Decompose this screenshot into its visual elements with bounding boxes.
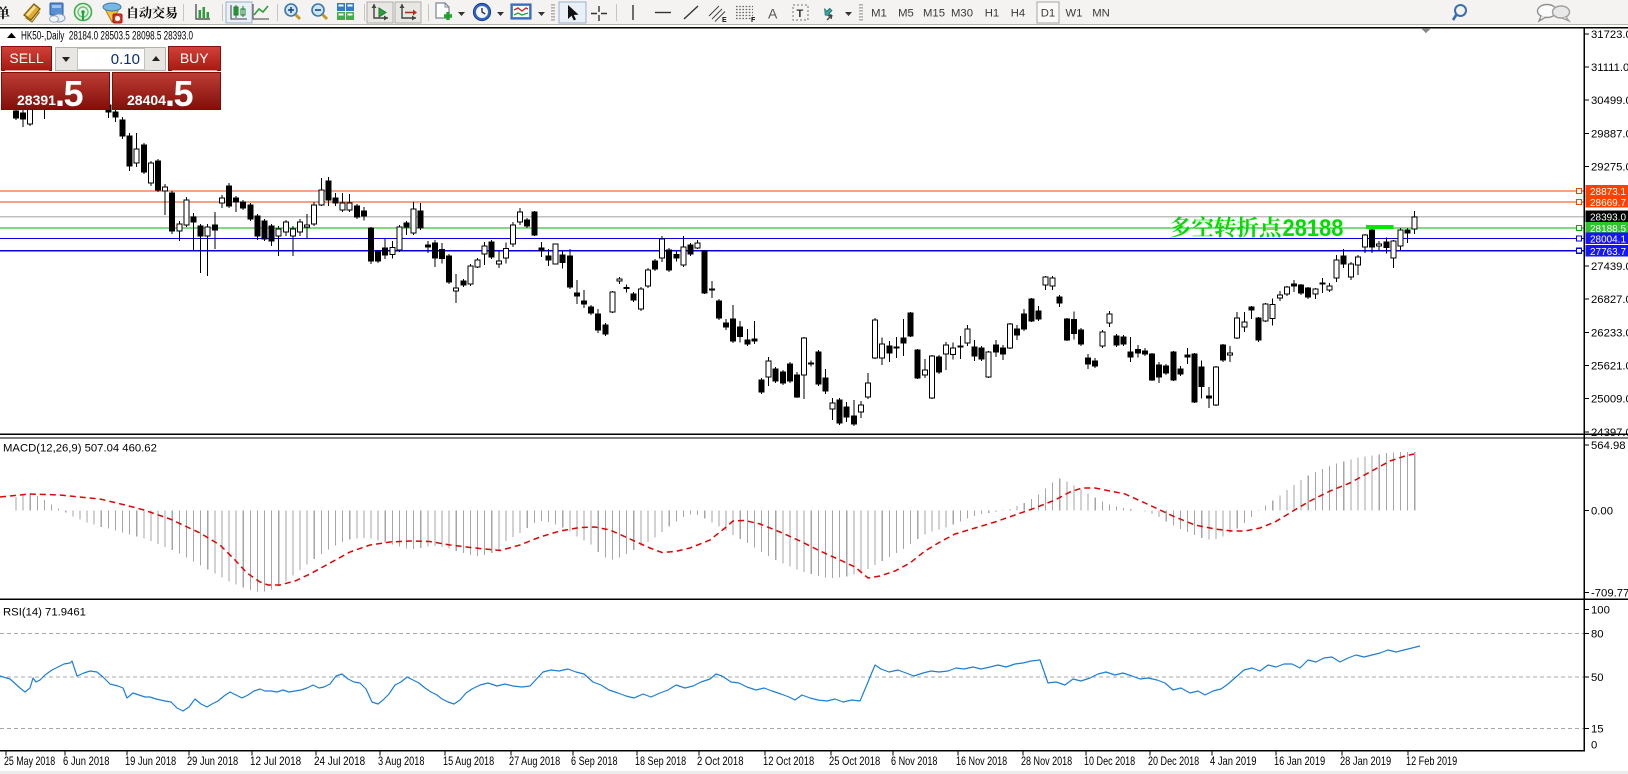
svg-text:25009.0: 25009.0	[1591, 394, 1628, 406]
svg-text:27763.7: 27763.7	[1590, 246, 1626, 258]
svg-text:M30: M30	[951, 8, 973, 20]
svg-text:25 May 2018: 25 May 2018	[4, 754, 55, 768]
svg-text:0: 0	[1591, 740, 1597, 752]
svg-text:10 Dec 2018: 10 Dec 2018	[1084, 754, 1135, 768]
svg-text:M15: M15	[923, 8, 945, 20]
svg-text:D1: D1	[1041, 8, 1055, 20]
svg-text:25621.0: 25621.0	[1591, 361, 1628, 373]
svg-text:W1: W1	[1066, 8, 1083, 20]
svg-text:F: F	[751, 17, 756, 24]
svg-text:H4: H4	[1011, 8, 1025, 20]
svg-text:16 Jan 2019: 16 Jan 2019	[1274, 754, 1325, 768]
svg-text:6 Jun 2018: 6 Jun 2018	[63, 754, 110, 768]
svg-text:E: E	[722, 17, 727, 24]
svg-text:0.00: 0.00	[1591, 506, 1613, 518]
svg-text:28 Jan 2019: 28 Jan 2019	[1340, 754, 1391, 768]
svg-text:MACD(12,26,9) 507.04 460.62: MACD(12,26,9) 507.04 460.62	[3, 443, 157, 455]
svg-text:26233.0: 26233.0	[1591, 327, 1628, 339]
svg-text:80: 80	[1591, 628, 1604, 640]
svg-text:564.98: 564.98	[1591, 440, 1626, 452]
svg-text:31723.0: 31723.0	[1591, 29, 1628, 41]
svg-text:6 Sep 2018: 6 Sep 2018	[571, 754, 618, 768]
svg-text:28188: 28188	[1283, 215, 1344, 242]
svg-text:27 Aug 2018: 27 Aug 2018	[509, 754, 560, 768]
svg-text:A: A	[768, 6, 778, 22]
svg-text:28873.1: 28873.1	[1590, 186, 1626, 198]
svg-text:26827.0: 26827.0	[1591, 294, 1628, 306]
svg-text:3 Aug 2018: 3 Aug 2018	[378, 754, 425, 768]
svg-text:24397.0: 24397.0	[1591, 427, 1628, 439]
svg-text:H1: H1	[985, 8, 999, 20]
svg-text:31111.0: 31111.0	[1591, 62, 1628, 74]
svg-text:6 Nov 2018: 6 Nov 2018	[891, 754, 938, 768]
svg-text:15 Aug 2018: 15 Aug 2018	[443, 754, 494, 768]
svg-text:M5: M5	[898, 8, 914, 20]
svg-text:4 Jan 2019: 4 Jan 2019	[1210, 754, 1257, 768]
svg-text:12 Oct 2018: 12 Oct 2018	[763, 754, 814, 768]
svg-text:T: T	[797, 8, 804, 20]
svg-text:RSI(14) 71.9461: RSI(14) 71.9461	[3, 607, 86, 619]
svg-text:28004.1: 28004.1	[1590, 233, 1626, 245]
svg-text:20 Dec 2018: 20 Dec 2018	[1148, 754, 1199, 768]
svg-text:27439.0: 27439.0	[1591, 261, 1628, 273]
svg-text:28188.5: 28188.5	[1590, 223, 1626, 235]
svg-text:12 Jul 2018: 12 Jul 2018	[250, 754, 301, 768]
svg-text:12 Feb 2019: 12 Feb 2019	[1406, 754, 1457, 768]
svg-text:19 Jun 2018: 19 Jun 2018	[125, 754, 176, 768]
svg-text:18 Sep 2018: 18 Sep 2018	[635, 754, 686, 768]
svg-text:29275.0: 29275.0	[1591, 162, 1628, 174]
svg-text:100: 100	[1591, 605, 1610, 617]
svg-text:15: 15	[1591, 724, 1604, 736]
svg-text:2 Oct 2018: 2 Oct 2018	[697, 754, 744, 768]
svg-text:MN: MN	[1092, 8, 1110, 20]
svg-text:24 Jul 2018: 24 Jul 2018	[314, 754, 365, 768]
svg-text:-709.77: -709.77	[1591, 588, 1628, 600]
svg-text:28393.0: 28393.0	[1590, 211, 1626, 223]
svg-text:29 Jun 2018: 29 Jun 2018	[187, 754, 238, 768]
svg-text:30499.0: 30499.0	[1591, 95, 1628, 107]
svg-text:HK50-,Daily 28184.0 28503.5 2: HK50-,Daily 28184.0 28503.5 28098.5 2839…	[21, 31, 193, 43]
svg-text:28669.7: 28669.7	[1590, 197, 1626, 209]
svg-text:25 Oct 2018: 25 Oct 2018	[829, 754, 880, 768]
svg-text:50: 50	[1591, 672, 1604, 684]
svg-text:28 Nov 2018: 28 Nov 2018	[1021, 754, 1072, 768]
svg-text:29887.0: 29887.0	[1591, 128, 1628, 140]
svg-text:16 Nov 2018: 16 Nov 2018	[956, 754, 1007, 768]
svg-text:M1: M1	[871, 8, 887, 20]
